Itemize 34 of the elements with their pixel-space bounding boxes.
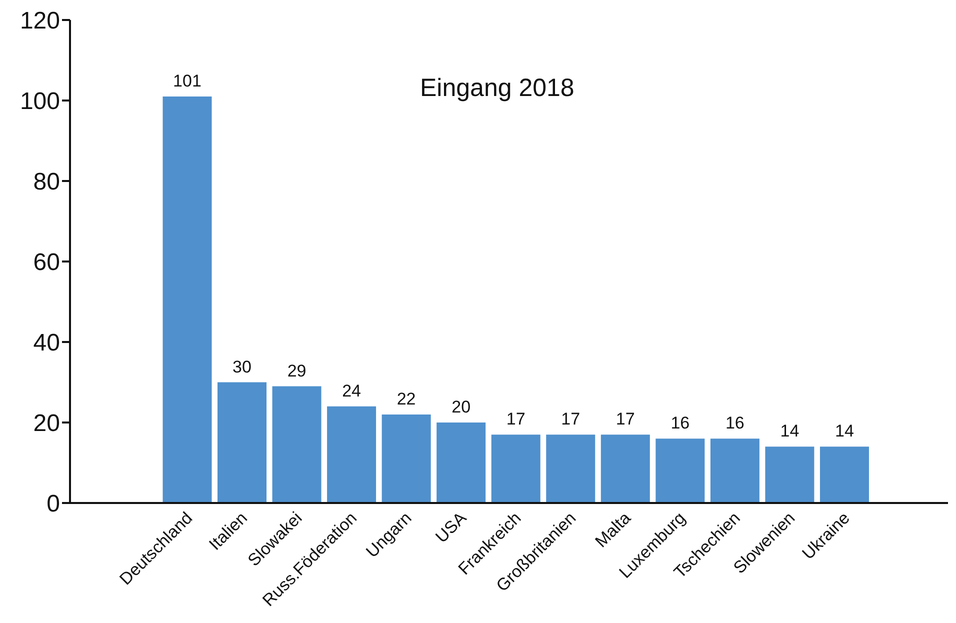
data-label: 20	[452, 398, 471, 416]
data-label: 24	[342, 381, 362, 400]
bar	[436, 422, 486, 503]
data-label: 16	[725, 414, 744, 433]
data-label: 14	[835, 422, 854, 441]
bar	[162, 96, 212, 503]
bar	[600, 434, 650, 503]
data-label: 30	[232, 357, 252, 376]
y-tick-label: 100	[20, 88, 60, 116]
text: Eingang 2018	[420, 74, 574, 103]
bar	[327, 406, 376, 503]
y-tick-label: 120	[20, 8, 60, 35]
data-label: 29	[287, 361, 306, 380]
bar	[491, 434, 540, 503]
data-label: 22	[396, 389, 416, 408]
data-label: 101	[173, 71, 202, 90]
y-tick-label: 60	[33, 249, 60, 276]
bar	[218, 382, 267, 503]
y-tick-label: 0	[46, 490, 60, 518]
bar	[765, 446, 814, 503]
data-label: 16	[670, 414, 690, 433]
data-label: 14	[780, 422, 800, 441]
bar	[820, 446, 869, 503]
y-tick-label: 40	[33, 330, 60, 357]
data-label: 17	[616, 410, 635, 429]
bar	[656, 438, 705, 503]
bar	[382, 414, 431, 503]
y-tick-label: 80	[33, 168, 60, 196]
bar	[546, 434, 596, 503]
y-tick-label: 20	[33, 410, 60, 438]
bar	[272, 386, 322, 503]
bar	[710, 438, 760, 503]
data-label: 17	[506, 410, 526, 429]
data-label: 17	[561, 410, 580, 429]
